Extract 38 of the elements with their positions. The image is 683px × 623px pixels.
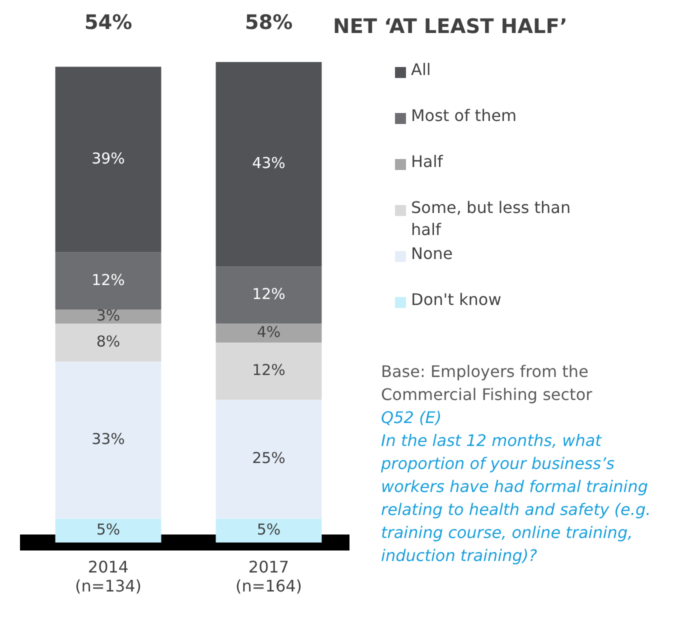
x-tick-label: 2014 (n=134): [74, 557, 142, 596]
bar: [55, 252, 162, 310]
bar: [216, 266, 322, 324]
bar: [216, 324, 322, 343]
data-label: 12%: [92, 270, 125, 289]
data-label: 5%: [96, 520, 120, 539]
x-tick-label: 2017 (n=164): [235, 557, 302, 596]
data-label: 12%: [252, 361, 286, 380]
text: 54%: [84, 10, 132, 34]
bar: [216, 400, 322, 519]
bar: [55, 362, 162, 519]
data-label: 33%: [92, 430, 125, 448]
legend-label: Most of them: [411, 105, 518, 127]
text: NET ‘AT LEAST HALF’: [333, 14, 568, 38]
text: In the last 12 months, what proportion of your business’s workers have had formal training relating to health and safety (e.g. training course, online training, induction training)?: [381, 430, 651, 567]
data-label: 39%: [92, 149, 125, 168]
data-label: 12%: [252, 285, 286, 304]
bar: [216, 62, 322, 267]
data-label: 3%: [96, 306, 120, 324]
legend-label: All: [411, 59, 432, 81]
bar: [55, 66, 162, 252]
bar: [55, 324, 162, 362]
data-label: 4%: [256, 323, 281, 342]
data-label: 8%: [96, 332, 120, 351]
bar: [216, 518, 322, 543]
data-label: 5%: [256, 520, 281, 539]
legend-label: Half: [411, 151, 444, 173]
text: 58%: [244, 10, 293, 34]
text: Q52 (E): [381, 407, 443, 429]
data-label: 43%: [252, 154, 286, 172]
text: Base: Employers from the Commercial Fishing sector: [381, 361, 594, 406]
bar: [216, 342, 322, 400]
bar: [55, 309, 162, 324]
legend-label: Don't know: [411, 289, 502, 311]
legend-label: Some, but less than half: [411, 197, 572, 241]
legend-label: None: [411, 243, 454, 265]
bar: [55, 518, 162, 543]
data-label: 25%: [252, 449, 286, 468]
